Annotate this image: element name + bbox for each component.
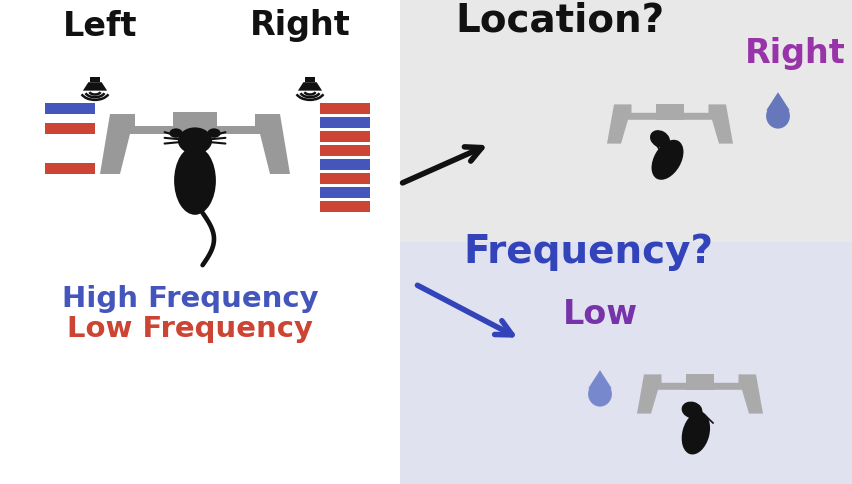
Text: Low Frequency: Low Frequency	[67, 315, 313, 343]
Bar	[173, 112, 217, 134]
Ellipse shape	[650, 130, 670, 148]
Bar	[45, 163, 95, 174]
Bar	[320, 117, 370, 128]
Bar	[320, 159, 370, 170]
Bar	[400, 0, 852, 242]
Polygon shape	[83, 82, 107, 91]
Bar	[320, 145, 370, 156]
Ellipse shape	[588, 381, 612, 407]
Polygon shape	[607, 105, 656, 144]
Ellipse shape	[178, 127, 212, 154]
Bar	[400, 242, 852, 484]
Polygon shape	[217, 114, 290, 174]
Ellipse shape	[652, 140, 683, 180]
Text: Low: Low	[562, 298, 637, 331]
Polygon shape	[588, 370, 612, 388]
Ellipse shape	[682, 402, 702, 419]
Polygon shape	[714, 375, 763, 414]
Ellipse shape	[170, 128, 182, 138]
Bar	[45, 123, 95, 134]
Bar	[320, 131, 370, 142]
Text: Left: Left	[63, 10, 137, 43]
Bar	[686, 375, 714, 390]
Text: High Frequency: High Frequency	[61, 285, 319, 313]
Bar	[305, 77, 314, 82]
Polygon shape	[766, 92, 790, 110]
Text: Frequency?: Frequency?	[463, 233, 713, 271]
Polygon shape	[100, 114, 173, 174]
Bar	[656, 105, 684, 120]
Polygon shape	[637, 375, 686, 414]
Bar	[320, 173, 370, 184]
Ellipse shape	[682, 412, 710, 454]
Ellipse shape	[766, 104, 790, 129]
Bar	[320, 187, 370, 198]
Ellipse shape	[174, 146, 216, 215]
Bar	[320, 103, 370, 114]
Text: Right: Right	[745, 37, 845, 71]
Bar	[45, 103, 95, 114]
Polygon shape	[298, 82, 322, 91]
Bar	[90, 77, 100, 82]
Text: Right: Right	[250, 10, 350, 43]
Polygon shape	[684, 105, 733, 144]
Ellipse shape	[207, 128, 221, 138]
Bar	[320, 201, 370, 212]
Text: Location?: Location?	[456, 2, 665, 40]
